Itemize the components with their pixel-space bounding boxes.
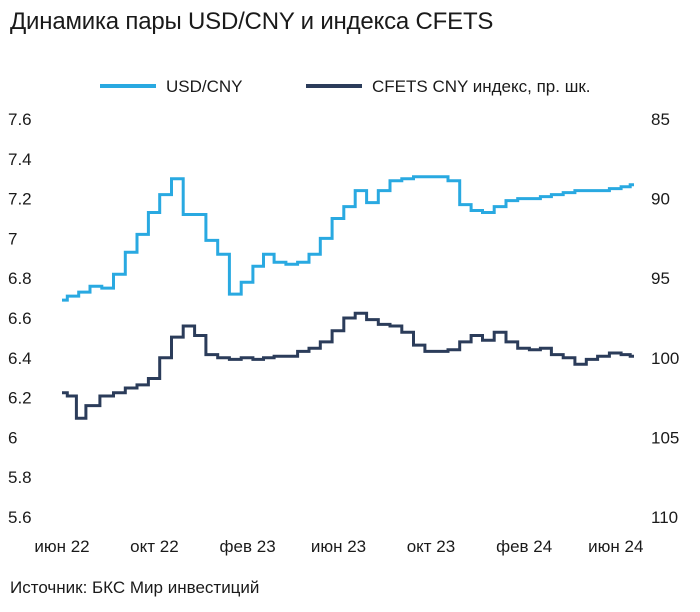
left-tick-label: 7 (8, 229, 17, 248)
legend-label-usdcny: USD/CNY (166, 77, 243, 96)
left-tick-label: 5.8 (8, 468, 32, 487)
plot-area (62, 175, 634, 420)
x-tick-label: фев 24 (496, 537, 552, 556)
x-tick-label: окт 22 (130, 537, 179, 556)
x-tick-label: окт 23 (407, 537, 456, 556)
right-tick-label: 105 (651, 428, 679, 447)
legend: USD/CNY CFETS CNY индекс, пр. шк. (100, 77, 591, 96)
left-tick-label: 6.2 (8, 389, 32, 408)
left-tick-label: 6 (8, 428, 17, 447)
source-note: Источник: БКС Мир инвестиций (10, 578, 260, 597)
x-tick-label: июн 23 (311, 537, 366, 556)
left-tick-label: 7.6 (8, 110, 32, 129)
right-axis: 85 90 95 100 105 110 (651, 110, 679, 527)
left-tick-label: 7.2 (8, 190, 32, 209)
x-tick-label: июн 24 (588, 537, 643, 556)
x-tick-label: июн 22 (34, 537, 89, 556)
x-tick-label: фев 23 (220, 537, 276, 556)
right-tick-label: 100 (651, 349, 679, 368)
series-line-cfets (62, 311, 634, 420)
series-line-usdcny (62, 175, 634, 302)
left-tick-label: 5.6 (8, 508, 32, 527)
right-tick-label: 85 (651, 110, 670, 129)
chart-title: Динамика пары USD/CNY и индекса CFETS (10, 8, 494, 35)
x-axis: июн 22 окт 22 фев 23 июн 23 окт 23 фев 24 июн … (34, 537, 643, 556)
left-tick-label: 7.4 (8, 150, 32, 169)
legend-label-cfets: CFETS CNY индекс, пр. шк. (372, 77, 591, 96)
right-tick-label: 90 (651, 190, 670, 209)
right-tick-label: 110 (651, 508, 678, 527)
left-tick-label: 6.8 (8, 269, 32, 288)
left-tick-label: 6.4 (8, 349, 32, 368)
left-tick-label: 6.6 (8, 309, 32, 328)
right-tick-label: 95 (651, 269, 670, 288)
left-axis: 5.6 5.8 6 6.2 6.4 6.6 6.8 7 7.2 7.4 7.6 (8, 110, 32, 527)
